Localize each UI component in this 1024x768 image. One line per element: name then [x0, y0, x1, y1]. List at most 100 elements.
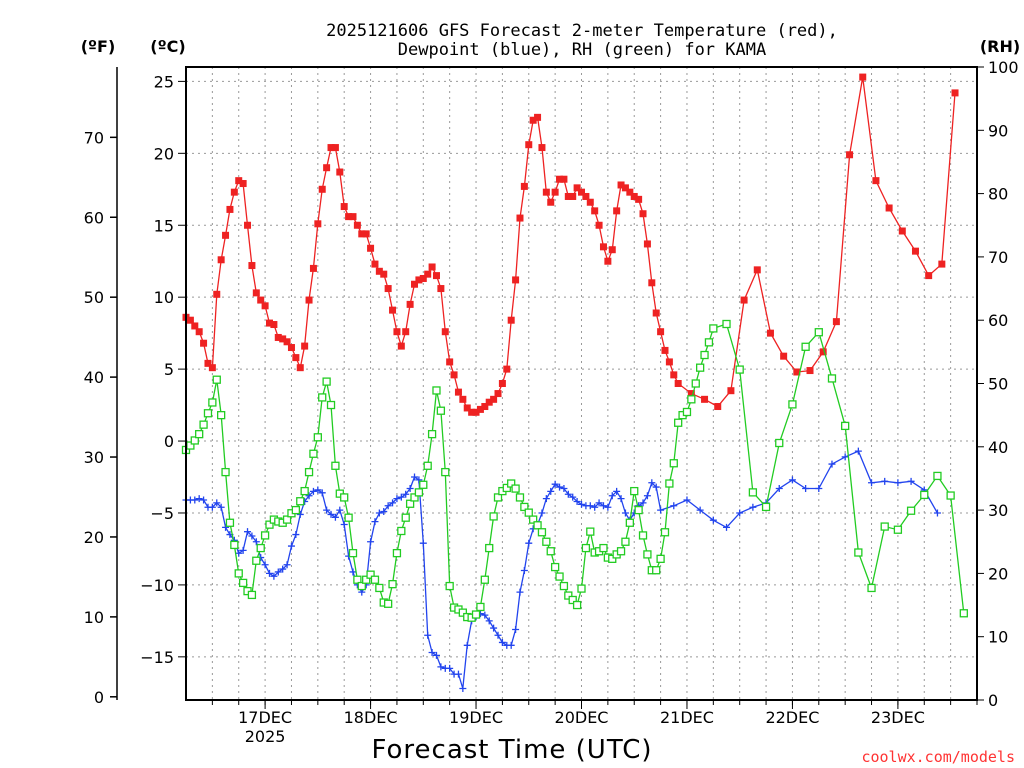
temperature-point — [512, 276, 520, 284]
dewpoint-point — [481, 611, 489, 619]
temperature-point — [428, 263, 436, 271]
temperature-point — [389, 306, 397, 314]
rh-point — [801, 342, 810, 351]
dewpoint-point — [599, 502, 607, 510]
rh-point — [203, 409, 213, 418]
temperature-point — [472, 408, 480, 416]
temperature-point — [832, 318, 840, 326]
temperature-point — [296, 364, 304, 372]
rh-point — [471, 610, 481, 619]
dewpoint-point — [248, 532, 256, 540]
temperature-point — [191, 322, 199, 330]
rh-point — [537, 528, 547, 537]
dewpoint-point — [507, 641, 515, 649]
rh-point — [511, 484, 520, 493]
rh-tick-label: 70 — [988, 248, 1008, 267]
temperature-point — [336, 168, 344, 176]
dewpoint-point — [828, 460, 836, 468]
rh-point — [476, 602, 485, 612]
temperature-point — [208, 364, 216, 372]
rh-point — [436, 406, 446, 415]
temperature-point — [353, 221, 361, 229]
dewpoint-point — [648, 479, 656, 487]
dewpoint-point — [191, 496, 199, 504]
temperature-point — [661, 346, 669, 354]
dewpoint-point — [775, 485, 783, 493]
rh-point — [933, 471, 942, 481]
temperature-point — [516, 214, 524, 222]
temperature-point — [547, 198, 555, 206]
relative-humidity-series — [181, 319, 968, 622]
temperature-point — [494, 390, 502, 398]
dewpoint-line — [186, 450, 938, 689]
dewpoint-point — [393, 495, 401, 503]
dewpoint-point — [551, 480, 559, 488]
dewpoint-point — [415, 476, 423, 484]
temperature-point — [859, 73, 867, 81]
time-tick-label: 17DEC — [238, 708, 292, 727]
rh-point — [691, 379, 700, 388]
plot-frame — [185, 66, 978, 701]
temperature-point — [371, 260, 379, 268]
dewpoint-point — [841, 453, 849, 461]
time-tick-label: 23DEC — [871, 708, 925, 727]
rh-point — [489, 512, 498, 521]
rh-point — [959, 609, 968, 618]
rh-point — [665, 479, 674, 488]
rh-tick-label: 90 — [988, 121, 1008, 140]
rh-point — [309, 449, 318, 458]
dewpoint-point — [560, 485, 568, 493]
dewpoint-point — [331, 513, 339, 521]
temperature-point — [534, 113, 542, 121]
temperature-point — [582, 192, 590, 200]
dewpoint-point — [314, 486, 322, 494]
temperature-point — [340, 203, 348, 211]
rh-point — [616, 547, 626, 556]
dewpoint-point — [406, 485, 414, 493]
rh-point — [814, 328, 823, 337]
temperature-point — [244, 221, 252, 229]
rh-point — [322, 377, 331, 386]
temperature-point — [292, 354, 300, 362]
dewpoint-point — [279, 565, 287, 573]
fahrenheit-axis: 70 60 50 40 30 20 10 0 — [84, 67, 118, 707]
temperature-point — [274, 333, 282, 341]
rh-point — [348, 548, 358, 558]
dewpoint-point — [270, 572, 278, 580]
temperature-point — [925, 272, 933, 280]
dewpoint-point — [261, 561, 269, 569]
rh-point — [362, 575, 371, 584]
rh-tick-label: 80 — [988, 185, 1008, 204]
temperature-point — [217, 256, 225, 264]
temperature-point — [397, 342, 405, 350]
fahrenheit-tick-label: 0 — [94, 688, 104, 707]
dewpoint-point — [428, 649, 436, 657]
rh-point — [199, 420, 208, 429]
dewpoint-point — [490, 624, 498, 632]
time-tick-label: 21DEC — [660, 708, 714, 727]
dewpoint-point — [235, 549, 243, 557]
rh-point — [529, 515, 538, 524]
temperature-point — [604, 257, 612, 265]
dewpoint-point — [542, 495, 550, 503]
temperature-point — [257, 296, 265, 304]
temperature-point — [239, 180, 247, 188]
temperature-point — [459, 395, 467, 403]
rh-point — [735, 365, 744, 374]
rh-point — [405, 499, 415, 508]
celsius-tick-label: 20 — [154, 144, 174, 163]
temperature-point — [780, 352, 788, 360]
dewpoint-point — [617, 495, 625, 503]
temperature-point — [411, 280, 419, 288]
dewpoint-point — [736, 509, 744, 517]
rh-point — [370, 575, 380, 584]
temperature-point — [415, 276, 423, 284]
grid-lines — [186, 67, 978, 700]
rh-point — [397, 526, 406, 536]
temperature-point — [490, 395, 498, 403]
dewpoint-point — [287, 542, 295, 550]
rh-point — [546, 547, 555, 556]
dewpoint-point — [419, 539, 427, 547]
dewpoint-point — [788, 476, 796, 484]
